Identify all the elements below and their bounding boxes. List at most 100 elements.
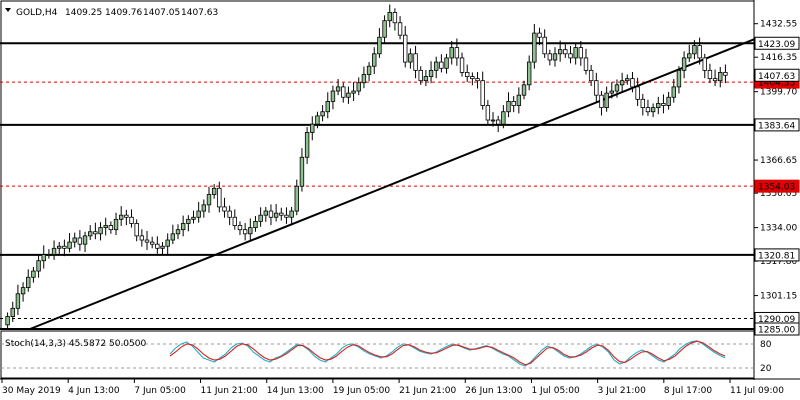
time-axis: 30 May 2019 4 Jun 13:00 7 Jun 05:00 11 Jun … — [1, 379, 784, 396]
candle — [506, 92, 511, 118]
candle-body — [170, 233, 176, 241]
candle — [155, 236, 160, 254]
stoch-main-line — [169, 340, 726, 367]
candle-body — [557, 49, 563, 55]
candle — [480, 71, 485, 110]
close-value: 1407.63 — [181, 8, 218, 18]
candle-body — [490, 119, 496, 122]
candle — [666, 91, 671, 110]
candle-body — [403, 34, 408, 63]
candle — [346, 86, 351, 104]
candle-body — [175, 229, 181, 235]
candle — [501, 105, 506, 129]
candle — [77, 230, 83, 251]
candle — [361, 66, 367, 89]
candle-body — [526, 61, 532, 86]
candle — [67, 232, 72, 253]
candle — [707, 63, 713, 83]
y-tick-label: 1350.65 — [760, 189, 797, 199]
candle — [444, 53, 449, 74]
candle-body — [191, 216, 196, 220]
candle-body — [263, 210, 268, 216]
candle — [578, 40, 584, 66]
candle — [201, 199, 207, 218]
dropdown-triangle-icon[interactable] — [5, 8, 11, 12]
candle-body — [93, 231, 98, 235]
candle-body — [552, 53, 558, 61]
candle — [315, 111, 320, 129]
candle — [661, 94, 666, 114]
candle-body — [495, 119, 501, 125]
candle — [211, 184, 217, 199]
candle-body — [511, 100, 516, 106]
candle-body — [294, 185, 299, 212]
y-tick-label: 1317.80 — [760, 257, 797, 267]
candle — [645, 99, 651, 116]
candle-body — [656, 103, 661, 108]
candle-body — [397, 22, 403, 36]
candle-body — [702, 57, 707, 71]
stoch-tick-label: 80 — [760, 340, 772, 350]
x-tick-label: 8 Jul 17:00 — [664, 386, 713, 396]
candle — [113, 212, 119, 236]
candle-body — [248, 227, 253, 235]
candle-body — [341, 86, 346, 98]
candle-body — [227, 210, 232, 218]
candle — [165, 233, 170, 255]
candle — [423, 69, 429, 87]
candle — [232, 209, 238, 230]
candle-body — [15, 293, 21, 309]
candle — [103, 217, 108, 236]
candle — [15, 284, 21, 315]
candle-body — [387, 12, 392, 22]
candle — [542, 29, 547, 58]
candle — [712, 69, 718, 87]
candle-body — [284, 214, 289, 218]
candle-body — [408, 53, 413, 63]
x-tick-label: 26 Jun 13:00 — [465, 386, 522, 396]
candle — [526, 55, 532, 91]
level-price-label-box — [754, 36, 800, 50]
candle-body — [46, 254, 52, 256]
x-tick-label: 19 Jun 05:00 — [333, 386, 390, 396]
candle-body — [599, 94, 604, 108]
candle-body — [640, 98, 645, 108]
candle-body — [242, 229, 248, 235]
candle — [139, 229, 145, 247]
candle-body — [568, 53, 573, 59]
candle-body — [103, 225, 108, 229]
candle-body — [563, 49, 568, 55]
level-price-label: 1354.03 — [758, 183, 795, 193]
candle — [299, 148, 305, 192]
candle-body — [501, 111, 506, 125]
candle-body — [222, 206, 227, 212]
candle — [630, 72, 635, 93]
candle — [625, 74, 630, 85]
level-price-label-box — [754, 118, 800, 132]
trendline — [29, 38, 755, 330]
candle-body — [707, 69, 713, 80]
candle — [635, 77, 640, 106]
candle — [718, 67, 723, 88]
candle — [108, 221, 114, 234]
candle — [294, 179, 299, 216]
y-tick-label: 1416.35 — [760, 53, 797, 63]
candle — [268, 204, 274, 226]
x-tick-label: 1 Jul 05:00 — [531, 386, 580, 396]
stoch-tick-label: 20 — [760, 364, 772, 374]
candle — [10, 301, 15, 322]
candle-body — [614, 84, 620, 92]
candle-body — [718, 72, 723, 82]
candle — [237, 221, 243, 236]
candle-body — [134, 223, 139, 237]
candle — [310, 116, 315, 141]
candle-body — [258, 214, 263, 222]
candle — [217, 181, 222, 213]
candle-body — [82, 235, 88, 245]
current-price-label-box — [754, 68, 800, 82]
level-price-label: 1423.09 — [758, 40, 795, 50]
stochastic-oscillator: 80 20 — [1, 340, 772, 374]
candle — [614, 79, 620, 98]
candle-body — [588, 69, 594, 82]
